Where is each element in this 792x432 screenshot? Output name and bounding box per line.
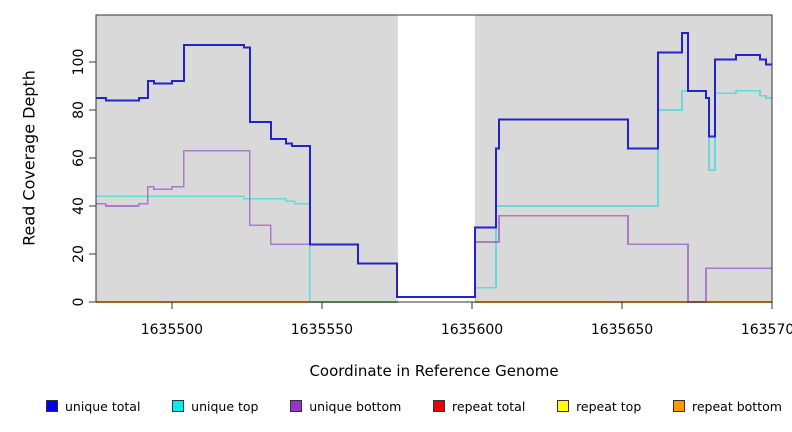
legend-label: repeat total <box>452 398 526 414</box>
gap-region <box>397 15 475 309</box>
series-line-unique-bottom <box>96 150 772 303</box>
x-axis-title: Coordinate in Reference Genome <box>309 362 559 380</box>
legend-item-unique-bottom: unique bottom <box>290 399 401 414</box>
legend-item-unique-top: unique top <box>172 399 258 414</box>
legend-item-repeat-bottom: repeat bottom <box>673 399 782 414</box>
legend: unique total unique top unique bottom repea… <box>46 398 782 414</box>
legend-swatch-repeat-top <box>557 400 570 412</box>
legend-label: unique total <box>65 398 141 414</box>
legend-swatch-unique-bottom <box>290 400 303 412</box>
y-tick-label: 60 <box>71 149 87 167</box>
y-tick-label: 80 <box>71 101 87 119</box>
x-tick-label: 1635600 <box>441 322 503 338</box>
legend-label: unique top <box>191 398 259 414</box>
legend-item-repeat-top: repeat top <box>557 399 641 414</box>
legend-label: repeat top <box>576 398 642 414</box>
series-line-unique-total <box>96 32 772 299</box>
legend-swatch-repeat-bottom <box>673 400 685 412</box>
y-tick-label: 100 <box>71 49 87 76</box>
y-tick-label: 20 <box>71 245 87 263</box>
y-axis-title: Read Coverage Depth <box>19 70 39 246</box>
legend-item-repeat-total: repeat total <box>433 399 525 414</box>
legend-swatch-repeat-total <box>433 400 446 412</box>
x-tick-label: 1635500 <box>141 322 203 338</box>
x-tick-label: 1635650 <box>591 322 653 338</box>
legend-item-unique-total: unique total <box>46 399 140 414</box>
legend-swatch-unique-top <box>172 400 185 412</box>
legend-swatch-unique-total <box>46 400 58 412</box>
y-tick-label: 0 <box>71 298 87 307</box>
y-tick-label: 40 <box>71 197 87 215</box>
series-line-unique-top <box>96 90 772 303</box>
x-tick-label: 1635550 <box>291 322 353 338</box>
legend-label: repeat bottom <box>692 398 782 414</box>
legend-label: unique bottom <box>309 398 402 414</box>
